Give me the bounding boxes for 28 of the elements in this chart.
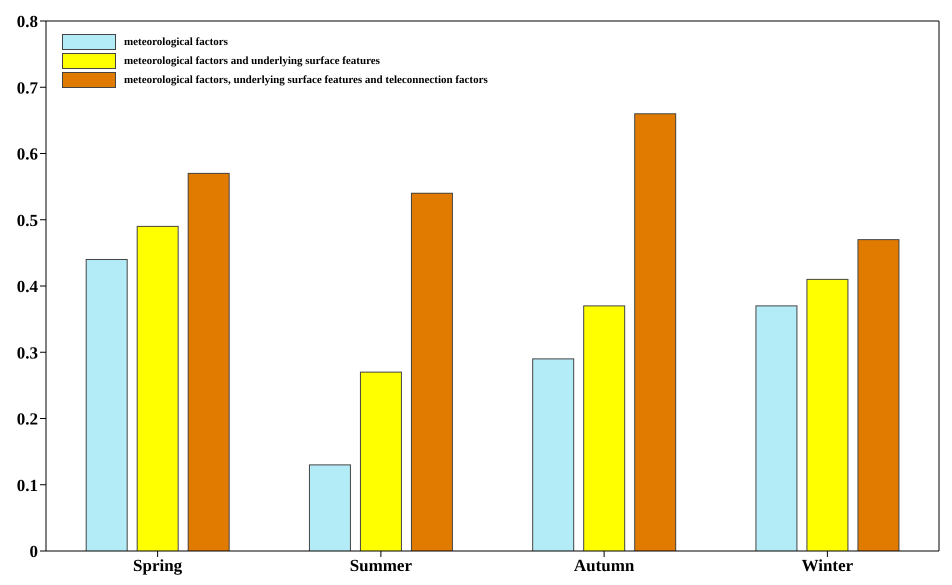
bar: [308, 464, 351, 551]
x-tick-label: Autumn: [574, 556, 635, 576]
bar: [136, 226, 179, 551]
y-tick-label: 0.6: [16, 144, 38, 164]
bar: [360, 372, 402, 551]
bar: [583, 305, 626, 551]
legend-label: meteorological factors, underlying surface features and teleconnection factors: [124, 73, 488, 87]
bar: [857, 239, 900, 551]
x-tick-label: Winter: [802, 556, 854, 576]
y-tick-label: 0.1: [16, 476, 38, 495]
x-tick-label: Spring: [133, 556, 183, 576]
bar: [532, 358, 574, 551]
y-tick-label: 0.8: [16, 12, 38, 32]
y-tick-label: 0.4: [16, 277, 38, 296]
bar: [86, 259, 128, 551]
x-tick-label: Summer: [350, 556, 412, 576]
bar: [806, 278, 848, 551]
y-tick-label: 0.2: [16, 410, 38, 429]
bar: [634, 113, 676, 551]
y-tick-label: 0.5: [16, 210, 38, 230]
bar: [410, 192, 453, 551]
y-tick-label: 0.3: [16, 343, 38, 362]
bar: [188, 172, 230, 551]
legend-label: meteorological factors: [124, 35, 228, 49]
y-tick-label: 0: [30, 542, 38, 562]
legend-label: meteorological factors and underlying surface features: [124, 54, 380, 68]
y-tick-label: 0.7: [16, 78, 38, 98]
bar: [755, 305, 798, 551]
